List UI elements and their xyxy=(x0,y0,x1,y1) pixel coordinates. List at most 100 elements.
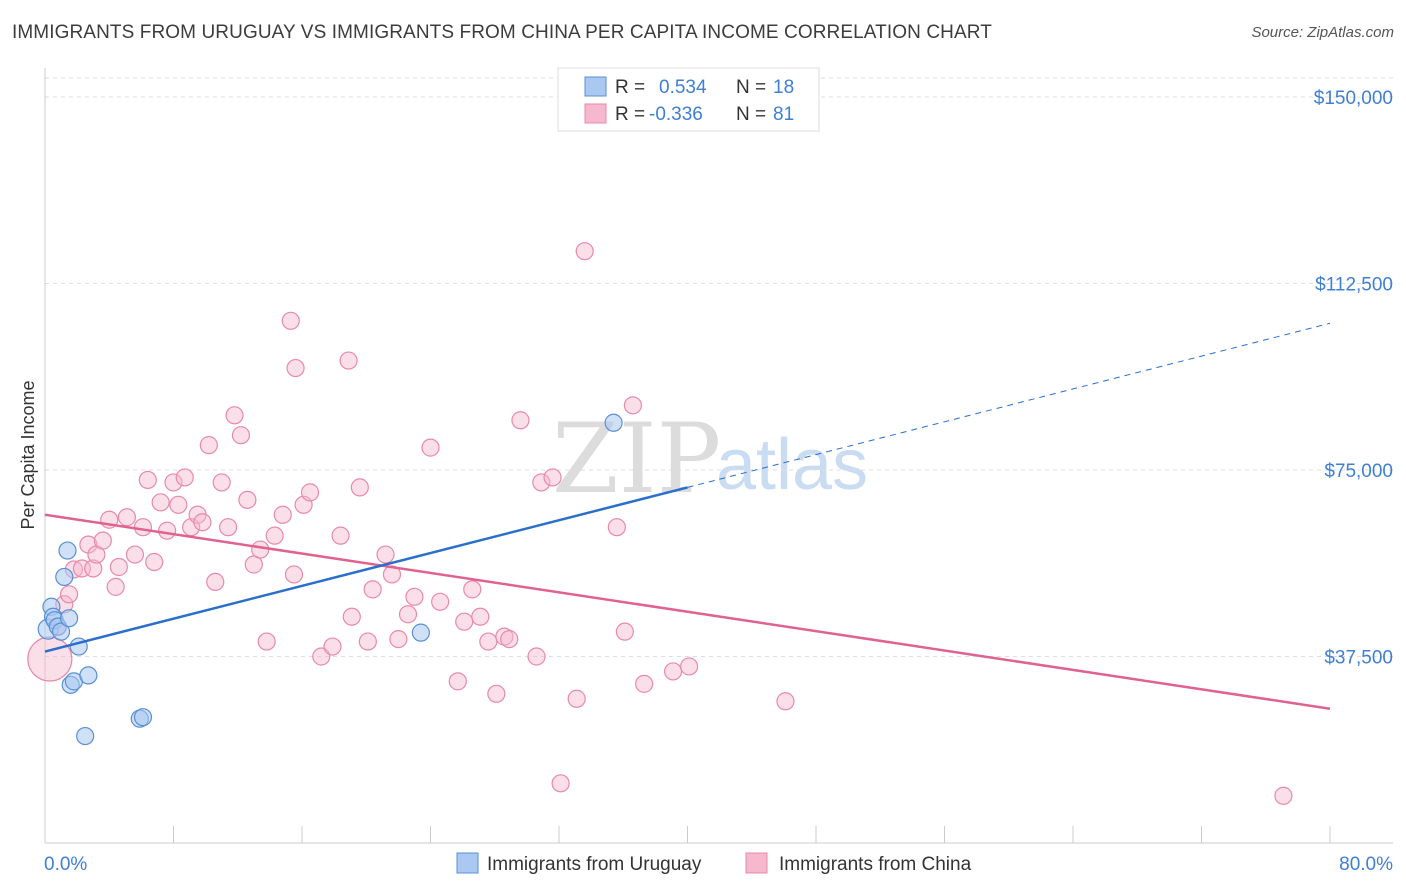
china-point xyxy=(680,657,699,676)
china-point xyxy=(342,607,361,626)
uruguay-trend-extension xyxy=(687,322,1331,488)
legend-r-label-china: R = xyxy=(615,104,645,125)
china-point xyxy=(133,518,153,537)
trend-lines xyxy=(44,322,1331,710)
y-tick-label: $150,000 xyxy=(1314,88,1393,109)
china-point xyxy=(615,622,634,641)
china-point xyxy=(238,490,257,509)
china-point xyxy=(500,629,519,649)
uruguay-point xyxy=(59,609,79,628)
y-tick-label: $112,500 xyxy=(1315,275,1393,296)
china-point xyxy=(257,632,276,651)
uruguay-points xyxy=(37,413,623,746)
uruguay-trend-line xyxy=(44,486,688,653)
china-point xyxy=(265,526,284,545)
x-ticks xyxy=(44,826,1331,843)
china-point xyxy=(551,774,570,793)
bottom-legend-label-china: Immigrants from China xyxy=(779,854,972,875)
china-point xyxy=(106,577,125,596)
china-point xyxy=(532,473,551,492)
china-point xyxy=(623,396,642,415)
china-point xyxy=(193,513,212,532)
china-point xyxy=(138,470,157,490)
china-point xyxy=(455,612,474,631)
legend-n-value-uruguay: 18 xyxy=(773,77,794,98)
china-point xyxy=(479,632,498,651)
y-axis-label: Per Capita Income xyxy=(18,380,38,529)
china-point xyxy=(206,572,225,592)
china-point xyxy=(199,436,218,455)
china-point xyxy=(281,311,300,330)
china-point xyxy=(157,521,177,540)
legend-n-label-uruguay: N = xyxy=(736,77,766,98)
bottom-legend-swatch-china xyxy=(745,852,768,874)
china-point xyxy=(27,636,73,682)
legend-n-value-china: 81 xyxy=(773,104,794,125)
china-point xyxy=(284,565,304,584)
uruguay-point xyxy=(55,567,74,587)
china-point xyxy=(117,508,137,527)
china-point xyxy=(635,674,654,693)
y-tick-labels: $37,500 $75,000 $112,500 $150,000 xyxy=(1314,88,1393,669)
china-point xyxy=(164,473,183,492)
china-point xyxy=(323,637,342,656)
china-point xyxy=(663,662,683,681)
china-point xyxy=(219,518,238,537)
watermark-zip: ZIP xyxy=(552,403,721,515)
uruguay-point xyxy=(604,413,623,432)
china-point xyxy=(169,495,188,514)
legend-box: R = 0.534 N = 18 R = -0.336 N = 81 xyxy=(557,67,820,132)
china-point xyxy=(389,629,408,649)
china-point xyxy=(358,632,377,651)
china-point xyxy=(463,580,482,599)
china-points xyxy=(27,242,1293,805)
china-point xyxy=(363,580,382,599)
bottom-legend: Immigrants from Uruguay Immigrants from … xyxy=(456,852,972,875)
x-tick-label-max: 80.0% xyxy=(1339,854,1393,875)
legend-r-value-china: -0.336 xyxy=(649,104,703,125)
china-point xyxy=(286,358,305,378)
china-point xyxy=(511,411,530,430)
china-point xyxy=(350,478,369,497)
china-point xyxy=(300,483,320,502)
uruguay-point xyxy=(411,623,430,642)
china-point xyxy=(376,545,395,564)
uruguay-point xyxy=(133,708,153,727)
uruguay-point xyxy=(76,726,95,746)
china-trend-line xyxy=(44,513,1331,710)
uruguay-point xyxy=(79,666,98,685)
china-point xyxy=(339,351,358,370)
china-point xyxy=(125,545,145,564)
x-tick-label-min: 0.0% xyxy=(44,854,87,875)
axes xyxy=(44,68,1393,844)
y-tick-label: $37,500 xyxy=(1324,648,1393,669)
watermark: ZIP atlas xyxy=(552,403,868,515)
china-point xyxy=(273,505,292,524)
china-point xyxy=(109,557,128,577)
china-point xyxy=(145,552,164,572)
legend-r-label-uruguay: R = xyxy=(615,77,645,98)
china-point xyxy=(543,468,562,487)
china-point xyxy=(405,587,424,606)
china-point xyxy=(431,592,450,611)
china-point xyxy=(331,526,350,545)
y-tick-label: $75,000 xyxy=(1324,461,1393,482)
legend-r-value-uruguay: 0.534 xyxy=(659,77,707,98)
china-point xyxy=(251,540,270,559)
china-point xyxy=(448,672,467,691)
china-point xyxy=(567,689,586,708)
china-point xyxy=(93,531,112,550)
china-point xyxy=(607,518,626,537)
china-point xyxy=(421,438,440,457)
source-credit: Source: ZipAtlas.com xyxy=(1251,24,1394,41)
china-point xyxy=(231,426,251,445)
bottom-legend-label-uruguay: Immigrants from Uruguay xyxy=(487,854,702,875)
china-point xyxy=(84,559,103,578)
legend-n-label-china: N = xyxy=(736,104,766,125)
bottom-legend-swatch-uruguay xyxy=(456,852,479,874)
china-point xyxy=(59,585,79,604)
uruguay-point xyxy=(51,622,71,641)
china-point xyxy=(495,627,514,646)
uruguay-point xyxy=(58,541,77,560)
